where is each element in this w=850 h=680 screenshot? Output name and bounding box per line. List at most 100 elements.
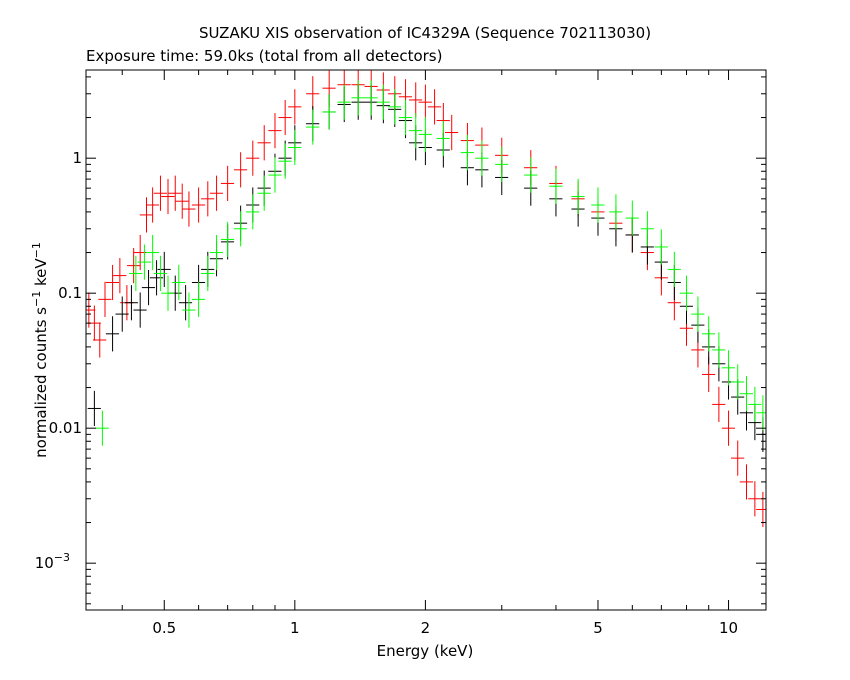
data-point [667, 251, 681, 288]
data-point [233, 211, 248, 247]
data-point [209, 234, 224, 271]
data-point [182, 191, 196, 227]
data-point [731, 440, 745, 476]
x-tick-label: 5 [593, 619, 603, 637]
data-point [571, 178, 585, 215]
data-point [609, 194, 623, 230]
data-point [288, 129, 302, 166]
data-point [191, 187, 206, 223]
data-point [178, 285, 193, 321]
data-point [524, 157, 538, 193]
data-point [209, 175, 224, 211]
data-point [701, 316, 716, 352]
data-point [124, 285, 138, 321]
data-point [139, 197, 153, 233]
data-point [364, 80, 378, 116]
series-2 [95, 80, 766, 446]
data-point [86, 292, 96, 328]
data-point [436, 120, 450, 157]
data-point [409, 82, 423, 118]
data-point [129, 255, 143, 292]
data-point [748, 481, 762, 517]
y-tick-label-base: 10 [35, 554, 54, 572]
data-point [145, 187, 160, 223]
data-point [220, 165, 235, 202]
y-tick-label: 1 [72, 149, 82, 167]
y-tick-label-base: 0.1 [58, 284, 82, 302]
data-point [748, 386, 762, 423]
data-point [191, 281, 206, 317]
data-point [257, 175, 271, 211]
data-point [161, 178, 175, 215]
data-point [145, 234, 160, 271]
data-point [376, 84, 390, 120]
y-axis-label-exp2: −1 [30, 242, 43, 258]
y-tick-label: 0.01 [49, 419, 82, 437]
data-point [739, 376, 753, 412]
y-tick-label-exp: −3 [54, 551, 70, 564]
plot-frame [85, 69, 767, 611]
data-point [712, 332, 726, 368]
data-point [153, 175, 167, 211]
data-point [220, 221, 235, 258]
y-axis-label: normalized counts s−1 keV−1 [30, 242, 50, 458]
data-point [460, 135, 474, 171]
y-axis-label-mid: keV [32, 258, 50, 291]
data-point [721, 350, 736, 386]
data-point [95, 410, 109, 446]
data-point [721, 410, 736, 446]
data-point [268, 113, 282, 149]
data-point [625, 200, 639, 236]
data-point [268, 157, 282, 193]
data-point [288, 89, 302, 125]
data-point [388, 89, 402, 125]
chart-subtitle: Exposure time: 59.0ks (total from all de… [86, 47, 442, 65]
data-point [141, 270, 156, 306]
data-point [246, 194, 260, 230]
data-point [445, 114, 459, 151]
data-point [679, 275, 693, 311]
data-point [409, 113, 423, 149]
data-point [712, 386, 726, 423]
data-point [233, 152, 248, 188]
x-axis-label: Energy (keV) [377, 642, 474, 660]
plot-axes: 0.5 1 2 5 10 1 0.1 0.01 10−3 [35, 69, 767, 637]
data-point [105, 316, 120, 352]
data-point [337, 84, 351, 120]
data-point [306, 76, 320, 112]
data-point [137, 244, 151, 280]
data-point [161, 275, 175, 311]
data-point [168, 175, 182, 211]
x-tick-label: 2 [421, 619, 431, 637]
data-point [418, 116, 432, 153]
y-axis-label-main: normalized counts s [32, 307, 50, 458]
data-point [739, 464, 753, 500]
x-tick-label: 1 [290, 619, 300, 637]
data-point [640, 211, 654, 247]
data-point [418, 84, 432, 120]
data-point [756, 395, 766, 431]
data-point [172, 264, 186, 301]
data-point [495, 146, 509, 182]
data-point [306, 109, 320, 145]
data-point [115, 296, 129, 332]
data-point [731, 364, 745, 400]
data-point [322, 94, 336, 130]
data-point [475, 140, 489, 176]
y-tick-label-base: 0.01 [49, 419, 82, 437]
y-axis-label-exp1: −1 [30, 291, 43, 307]
x-tick-label: 0.5 [152, 619, 176, 637]
data-point [182, 292, 196, 328]
data-point [591, 187, 605, 223]
data-point [398, 99, 413, 136]
data-point [257, 125, 271, 161]
data-point [133, 292, 147, 328]
y-tick-label: 10−3 [35, 551, 70, 572]
data-point [427, 89, 442, 125]
data-point [756, 491, 766, 528]
data-point [153, 255, 167, 292]
data-point [157, 251, 171, 288]
data-point [549, 168, 563, 204]
data-point [278, 143, 292, 179]
